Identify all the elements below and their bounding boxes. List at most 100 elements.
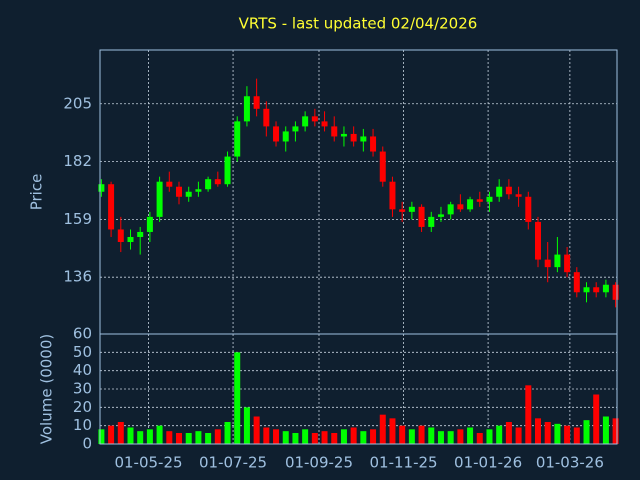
candle-body: [311, 116, 318, 122]
candle-body: [321, 121, 328, 127]
volume-bar: [273, 429, 280, 444]
volume-bar: [370, 429, 377, 444]
candle-body: [486, 196, 493, 202]
volume-bar: [505, 422, 512, 444]
volume-panel-frame: [99, 333, 618, 445]
volume-bar: [214, 429, 221, 444]
volume-bar: [544, 422, 551, 444]
volume-bar: [418, 425, 425, 444]
candle-body: [379, 151, 386, 182]
candle-body: [146, 216, 153, 232]
candle-body: [418, 206, 425, 227]
volume-bar: [399, 425, 406, 444]
volume-bar: [457, 429, 464, 444]
x-tick-label: 01-05-25: [114, 454, 182, 472]
volume-bar: [234, 352, 241, 444]
volume-bar: [340, 429, 347, 444]
volume-bar: [467, 427, 474, 444]
candle-body: [108, 184, 115, 230]
volume-bar: [166, 431, 173, 444]
volume-bar: [263, 427, 270, 444]
volume-bar: [612, 418, 619, 444]
candle-body: [253, 96, 260, 109]
volume-bar: [195, 431, 202, 444]
candle-body: [399, 209, 406, 212]
candle-body: [117, 229, 124, 243]
volume-tick-label: 50: [73, 343, 92, 361]
candle-body: [476, 199, 483, 202]
candle-body: [214, 179, 221, 185]
candle-body: [185, 191, 192, 197]
candle-body: [593, 287, 600, 293]
x-tick-label: 01-11-25: [370, 454, 438, 472]
volume-bar: [311, 433, 318, 444]
volume-bar: [428, 427, 435, 444]
volume-bar: [573, 427, 580, 444]
candle-body: [544, 259, 551, 268]
candle-body: [370, 136, 377, 152]
y-tick-label: 159: [63, 210, 92, 228]
volume-bar: [408, 429, 415, 444]
volume-bar: [360, 431, 367, 444]
y-tick-label: 205: [63, 94, 92, 112]
x-tick-label: 01-01-26: [454, 454, 522, 472]
x-tick-label: 01-03-26: [536, 454, 604, 472]
volume-tick-label: 40: [73, 361, 92, 379]
candle-body: [428, 216, 435, 227]
volume-tick-label: 60: [73, 325, 92, 343]
candle-body: [302, 116, 309, 127]
volume-bar: [515, 427, 522, 444]
volume-bar: [447, 431, 454, 444]
volume-bar: [253, 416, 260, 444]
volume-bar: [243, 407, 250, 444]
x-tick-label: 01-07-25: [199, 454, 267, 472]
candle-body: [282, 131, 289, 142]
candle-body: [583, 287, 590, 293]
candle-body: [515, 194, 522, 197]
candle-body: [437, 214, 444, 217]
chart-title: VRTS - last updated 02/04/2026: [239, 15, 478, 33]
volume-bar: [602, 416, 609, 444]
candle-body: [127, 236, 134, 243]
volume-bar: [389, 418, 396, 444]
candle-body: [408, 206, 415, 212]
candle-body: [243, 96, 250, 122]
candle-body: [350, 133, 357, 142]
candle-body: [525, 196, 532, 222]
candle-body: [292, 126, 299, 132]
candle-body: [447, 204, 454, 215]
candle-body: [612, 284, 619, 300]
volume-bar: [554, 423, 561, 444]
candle-body: [505, 186, 512, 195]
volume-tick-label: 10: [73, 416, 92, 434]
volume-bar: [117, 422, 124, 444]
volume-bar: [564, 425, 571, 444]
candle-body: [205, 179, 212, 190]
volume-bar: [476, 433, 483, 444]
y-axis-label: Price: [28, 174, 46, 211]
candle-body: [573, 272, 580, 293]
volume-bar: [534, 418, 541, 444]
volume-bar: [583, 420, 590, 444]
volume-bar: [185, 433, 192, 444]
volume-bar: [525, 385, 532, 444]
candle-body: [496, 186, 503, 197]
volume-bar: [98, 429, 105, 444]
candle-body: [176, 186, 183, 197]
volume-bar: [146, 429, 153, 444]
volume-bar: [137, 431, 144, 444]
volume-bar: [486, 429, 493, 444]
candle-body: [331, 126, 338, 137]
volume-bar: [496, 425, 503, 444]
candle-body: [234, 121, 241, 157]
volume-bar: [205, 433, 212, 444]
candle-body: [195, 189, 202, 192]
volume-bar: [108, 425, 115, 444]
candle-body: [534, 221, 541, 260]
volume-bar: [282, 431, 289, 444]
candle-body: [554, 254, 561, 268]
volume-bar: [127, 427, 134, 444]
volume-bar: [292, 433, 299, 444]
